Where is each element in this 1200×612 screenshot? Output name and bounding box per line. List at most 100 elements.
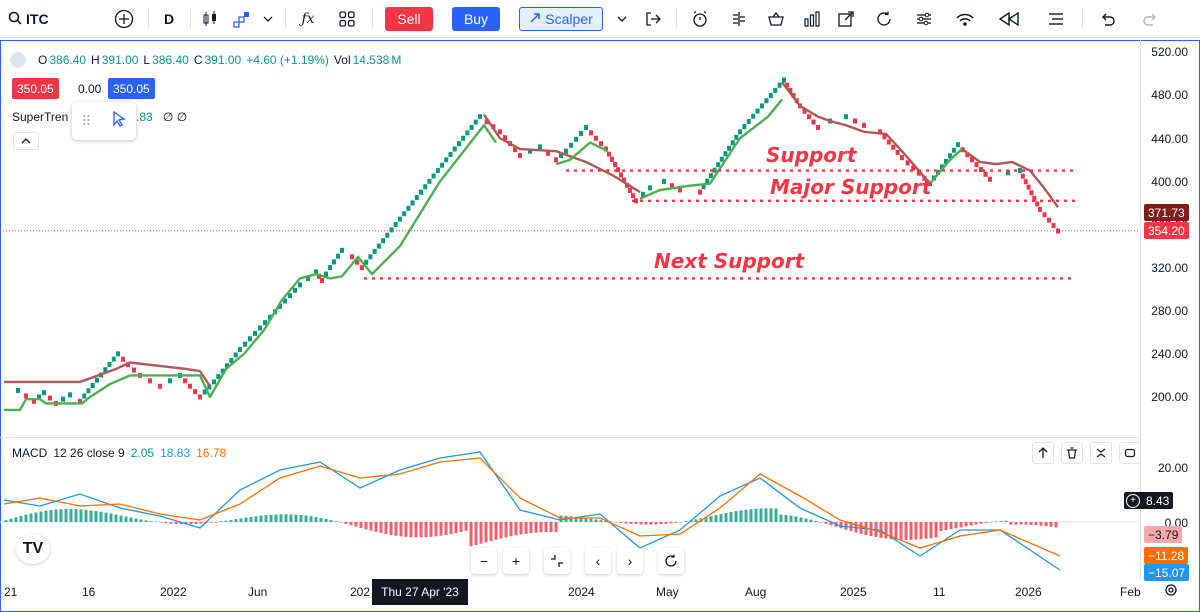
renko-brick bbox=[484, 119, 489, 125]
cursor-arrow-icon[interactable] bbox=[111, 110, 127, 133]
macd-histogram-bar bbox=[39, 511, 43, 522]
zoom-in-button[interactable]: + bbox=[503, 548, 529, 574]
macd-histogram-bar bbox=[304, 515, 308, 522]
refresh-icon[interactable] bbox=[872, 0, 896, 38]
renko-chart-icon[interactable] bbox=[230, 0, 254, 38]
templates-icon[interactable] bbox=[334, 0, 360, 38]
macd-histogram-bar bbox=[239, 518, 243, 522]
renko-brick bbox=[911, 165, 916, 171]
renko-brick bbox=[862, 122, 866, 128]
plus-circle-icon[interactable]: + bbox=[1126, 493, 1140, 508]
delete-pane-button[interactable] bbox=[1061, 442, 1083, 464]
maximize-pane-button[interactable] bbox=[1119, 442, 1141, 464]
macd-histogram-bar bbox=[739, 510, 743, 522]
external-link-icon[interactable] bbox=[834, 0, 858, 38]
rewind-icon[interactable] bbox=[996, 0, 1022, 38]
settings-sliders-icon[interactable] bbox=[912, 0, 936, 38]
replay-icon[interactable] bbox=[727, 0, 751, 38]
macd-signal-tag: −11.28 bbox=[1144, 547, 1189, 564]
candles-icon[interactable] bbox=[198, 0, 222, 38]
reset-chart-icon[interactable] bbox=[658, 548, 684, 574]
macd-histogram-bar bbox=[724, 513, 728, 522]
bar-chart-icon[interactable] bbox=[800, 0, 824, 38]
basket-icon[interactable] bbox=[764, 0, 788, 38]
macd-histogram-bar bbox=[179, 522, 183, 525]
renko-brick bbox=[278, 303, 282, 309]
renko-brick bbox=[701, 184, 706, 190]
zoom-out-button[interactable]: − bbox=[471, 548, 497, 574]
supertrend-up-line bbox=[4, 124, 497, 412]
macd-histogram-bar bbox=[914, 522, 918, 540]
renko-brick bbox=[306, 275, 310, 281]
macd-histogram-bar bbox=[384, 522, 388, 535]
macd-histogram-bar bbox=[439, 522, 443, 536]
price-axis-label: 480.00 bbox=[1151, 88, 1188, 102]
macd-histogram-bar bbox=[154, 521, 158, 522]
move-pane-up-button[interactable] bbox=[1032, 442, 1054, 464]
next-support-annotation[interactable]: Next Support bbox=[654, 249, 805, 273]
chevron-down-icon[interactable] bbox=[260, 0, 276, 38]
renko-brick bbox=[594, 135, 598, 141]
symbol-name: ITC bbox=[26, 11, 49, 27]
macd-histogram-bar bbox=[1004, 520, 1008, 522]
menu-icon[interactable] bbox=[1044, 0, 1068, 38]
macd-histogram-bar bbox=[679, 522, 683, 523]
renko-brick bbox=[983, 171, 988, 177]
sell-price-box[interactable]: 350.05 bbox=[12, 78, 59, 99]
macd-histogram-bar bbox=[844, 522, 848, 530]
scalper-dropdown-icon[interactable] bbox=[613, 0, 631, 38]
symbol-search[interactable]: ITC bbox=[8, 0, 58, 38]
renko-brick bbox=[461, 135, 466, 141]
macd-histogram-bar bbox=[299, 515, 303, 522]
macd-legend[interactable]: MACD 12 26 close 9 2.05 18.83 16.78 bbox=[12, 446, 226, 460]
chart-menu-dots-icon[interactable] bbox=[10, 52, 26, 68]
pane-divider[interactable] bbox=[0, 437, 1140, 438]
drag-handle-icon[interactable]: ⠿ bbox=[81, 112, 92, 129]
renko-brick bbox=[355, 259, 359, 265]
renko-brick bbox=[68, 392, 72, 398]
chart-settings-icon[interactable] bbox=[1163, 582, 1179, 601]
buy-price-box[interactable]: 350.05 bbox=[108, 78, 155, 99]
macd-histogram-bar bbox=[479, 522, 483, 544]
scroll-left-button[interactable]: ‹ bbox=[585, 548, 611, 574]
macd-histogram-bar bbox=[249, 516, 253, 522]
major-support-annotation[interactable]: Major Support bbox=[770, 175, 932, 199]
supertrend-label[interactable]: SuperTren bbox=[12, 110, 69, 124]
scroll-right-button[interactable]: › bbox=[617, 548, 643, 574]
broadcast-icon[interactable] bbox=[952, 0, 978, 38]
macd-histogram-bar bbox=[59, 509, 63, 522]
alert-icon[interactable] bbox=[688, 0, 712, 38]
tradingview-logo[interactable]: TV bbox=[16, 534, 50, 564]
renko-brick bbox=[440, 162, 445, 168]
support-annotation[interactable]: Support bbox=[766, 143, 857, 167]
macd-histogram-bar bbox=[219, 521, 223, 522]
macd-histogram-bar bbox=[934, 522, 938, 538]
undo-icon[interactable] bbox=[1096, 0, 1118, 38]
collapse-legend-button[interactable] bbox=[13, 132, 39, 150]
interval-button[interactable]: D bbox=[163, 11, 175, 27]
renko-brick bbox=[518, 153, 522, 158]
indicators-icon[interactable]: ƒx bbox=[301, 11, 315, 27]
supertrend-empty-values: ∅ ∅ bbox=[163, 110, 188, 124]
collapse-pane-button[interactable] bbox=[1090, 442, 1112, 464]
top-toolbar: ITC D ƒx Sell Buy Scalper bbox=[0, 0, 1200, 38]
renko-brick bbox=[360, 265, 364, 271]
buy-button[interactable]: Buy bbox=[452, 7, 500, 31]
renko-brick bbox=[1006, 170, 1010, 176]
renko-brick bbox=[727, 145, 732, 151]
login-icon[interactable] bbox=[642, 0, 664, 38]
drawing-toolbar-popup[interactable]: ⠿ bbox=[72, 102, 136, 140]
redo-icon[interactable] bbox=[1140, 0, 1162, 38]
reset-zoom-icon[interactable] bbox=[544, 548, 570, 574]
renko-brick bbox=[1047, 217, 1051, 223]
scalper-button[interactable]: Scalper bbox=[519, 7, 603, 31]
renko-brick bbox=[263, 320, 267, 326]
macd-histogram-bar bbox=[194, 522, 198, 524]
price-axis-label: 240.00 bbox=[1151, 347, 1188, 361]
compare-add-icon[interactable] bbox=[112, 0, 136, 38]
macd-histogram-bar bbox=[814, 520, 818, 522]
sell-button[interactable]: Sell bbox=[385, 7, 433, 31]
macd-histogram-bar bbox=[734, 511, 738, 522]
macd-histogram-bar bbox=[369, 522, 373, 531]
